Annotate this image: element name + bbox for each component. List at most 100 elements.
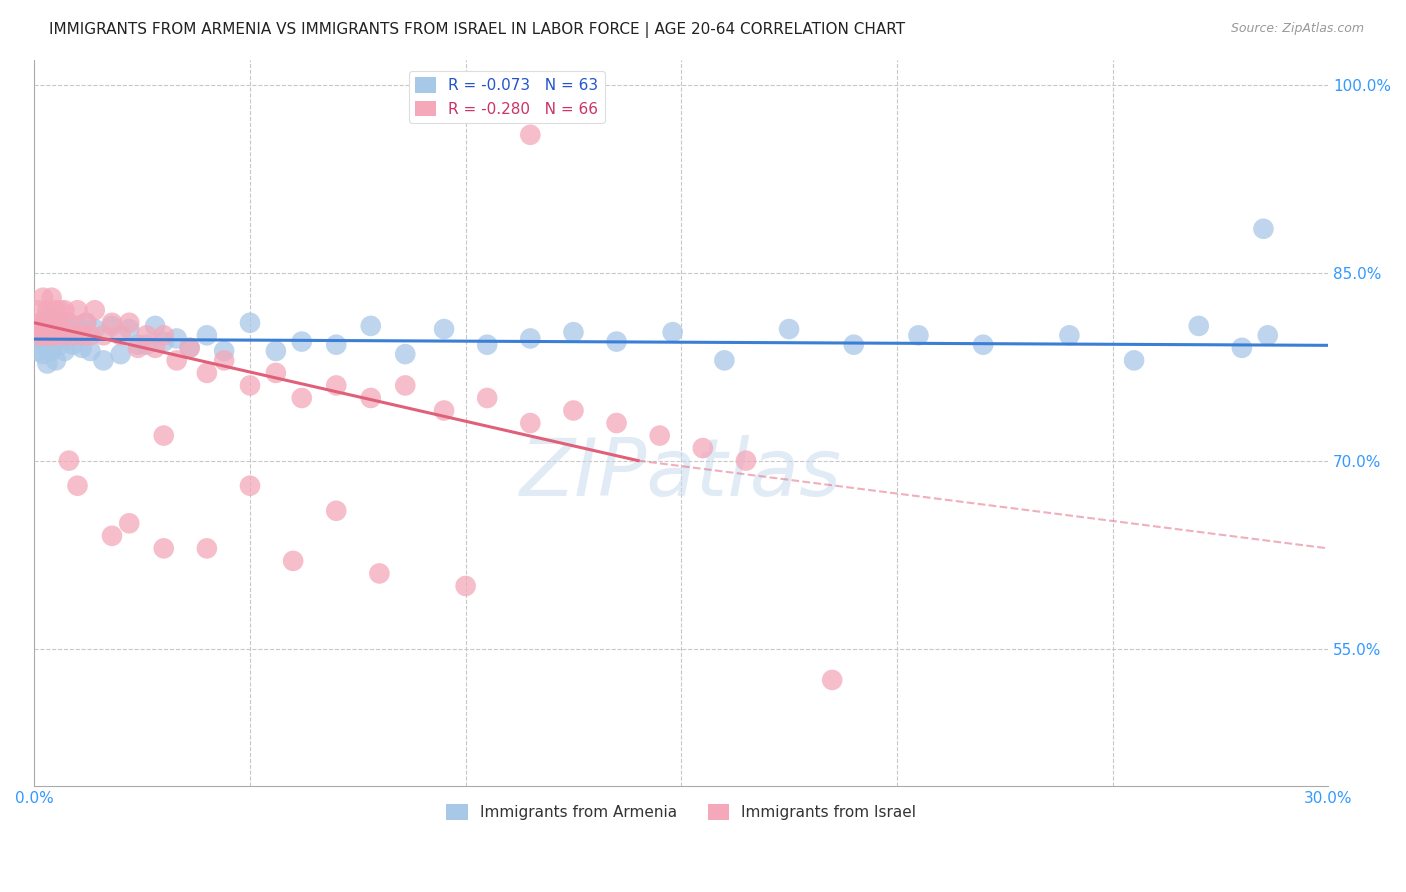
Point xyxy=(360,391,382,405)
Point xyxy=(70,328,93,343)
Point xyxy=(28,325,51,339)
Point xyxy=(1123,353,1146,368)
Point xyxy=(606,334,628,349)
Point xyxy=(433,322,456,336)
Point xyxy=(110,328,132,343)
Point xyxy=(32,328,55,343)
Point xyxy=(264,366,287,380)
Point xyxy=(58,453,80,467)
Point xyxy=(101,318,124,333)
Point xyxy=(166,331,188,345)
Point xyxy=(195,541,218,556)
Point xyxy=(41,343,63,358)
Point xyxy=(45,325,67,339)
Point xyxy=(143,341,166,355)
Point xyxy=(37,341,59,355)
Point xyxy=(778,322,800,336)
Point xyxy=(127,337,149,351)
Point xyxy=(972,337,994,351)
Point xyxy=(127,341,149,355)
Point xyxy=(53,316,76,330)
Point xyxy=(53,343,76,358)
Point xyxy=(49,316,72,330)
Point xyxy=(281,554,304,568)
Point xyxy=(49,322,72,336)
Point xyxy=(37,357,59,371)
Point xyxy=(264,343,287,358)
Point xyxy=(49,337,72,351)
Point xyxy=(32,334,55,349)
Point xyxy=(519,128,541,142)
Point xyxy=(195,366,218,380)
Point xyxy=(79,328,101,343)
Point xyxy=(519,331,541,345)
Point xyxy=(1188,318,1211,333)
Point xyxy=(152,328,174,343)
Point xyxy=(101,316,124,330)
Point xyxy=(166,353,188,368)
Point xyxy=(41,337,63,351)
Point xyxy=(49,303,72,318)
Point xyxy=(360,318,382,333)
Point xyxy=(37,328,59,343)
Point xyxy=(58,316,80,330)
Point xyxy=(53,303,76,318)
Point xyxy=(101,529,124,543)
Point xyxy=(75,316,97,330)
Point xyxy=(152,428,174,442)
Legend: Immigrants from Armenia, Immigrants from Israel: Immigrants from Armenia, Immigrants from… xyxy=(440,797,922,826)
Point xyxy=(32,316,55,330)
Point xyxy=(692,441,714,455)
Point xyxy=(41,291,63,305)
Point xyxy=(66,318,89,333)
Point xyxy=(152,541,174,556)
Point xyxy=(454,579,477,593)
Point xyxy=(821,673,844,687)
Text: IMMIGRANTS FROM ARMENIA VS IMMIGRANTS FROM ISRAEL IN LABOR FORCE | AGE 20-64 COR: IMMIGRANTS FROM ARMENIA VS IMMIGRANTS FR… xyxy=(49,22,905,38)
Point xyxy=(648,428,671,442)
Point xyxy=(83,322,105,336)
Point xyxy=(562,403,585,417)
Point xyxy=(477,337,499,351)
Point xyxy=(32,291,55,305)
Point xyxy=(118,516,141,531)
Point xyxy=(58,322,80,336)
Point xyxy=(152,334,174,349)
Point xyxy=(62,328,84,343)
Point xyxy=(394,347,416,361)
Point xyxy=(45,303,67,318)
Point xyxy=(735,453,758,467)
Point xyxy=(28,322,51,336)
Point xyxy=(41,331,63,345)
Point xyxy=(325,504,347,518)
Point xyxy=(325,378,347,392)
Point xyxy=(66,303,89,318)
Point xyxy=(37,310,59,324)
Point xyxy=(79,343,101,358)
Point xyxy=(1253,221,1275,235)
Point xyxy=(1257,328,1279,343)
Point xyxy=(32,347,55,361)
Point xyxy=(239,316,262,330)
Point xyxy=(179,341,201,355)
Point xyxy=(62,337,84,351)
Point xyxy=(28,343,51,358)
Point xyxy=(477,391,499,405)
Point xyxy=(907,328,929,343)
Point xyxy=(32,331,55,345)
Point xyxy=(37,303,59,318)
Point xyxy=(212,343,235,358)
Point xyxy=(519,416,541,430)
Point xyxy=(70,341,93,355)
Point xyxy=(661,325,683,339)
Point xyxy=(45,353,67,368)
Point xyxy=(45,316,67,330)
Point xyxy=(291,391,314,405)
Point xyxy=(1230,341,1253,355)
Text: Source: ZipAtlas.com: Source: ZipAtlas.com xyxy=(1230,22,1364,36)
Point xyxy=(562,325,585,339)
Point xyxy=(118,316,141,330)
Point xyxy=(135,328,157,343)
Point xyxy=(93,353,115,368)
Point xyxy=(433,403,456,417)
